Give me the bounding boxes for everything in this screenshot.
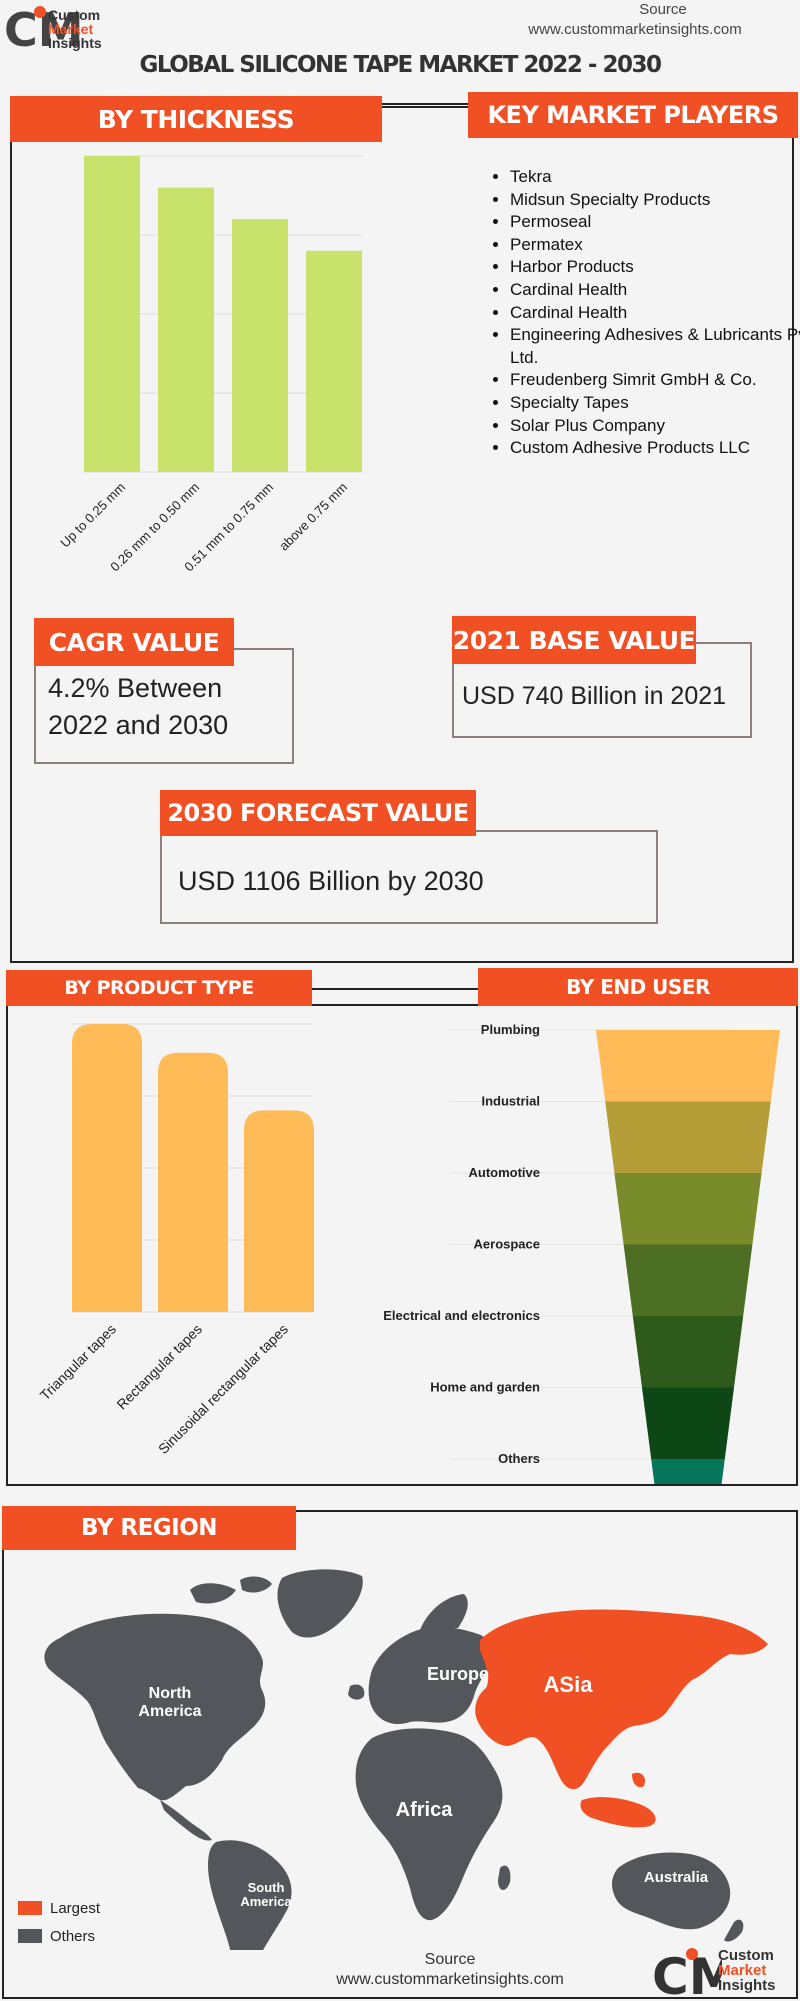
logo-text-line2: Market bbox=[48, 21, 94, 37]
map-australia bbox=[612, 1852, 731, 1930]
list-item: Engineering Adhesives & Lubricants Pvt. … bbox=[510, 324, 800, 369]
funnel-label: Home and garden bbox=[430, 1380, 540, 1395]
x-tick-label: Rectangular tapes bbox=[113, 1321, 205, 1413]
page-title: GLOBAL SILICONE TAPE MARKET 2022 - 2030 bbox=[139, 52, 663, 78]
funnel-segment bbox=[623, 1244, 753, 1316]
list-item: Harbor Products bbox=[510, 256, 800, 279]
footer-logo-mark-icon: CM bbox=[652, 1948, 722, 1998]
funnel-segment bbox=[605, 1101, 771, 1173]
bar bbox=[158, 1052, 228, 1312]
funnel-label: Electrical and electronics bbox=[383, 1308, 540, 1323]
map-north-america bbox=[44, 1613, 266, 1801]
bar bbox=[158, 187, 214, 472]
list-item: Midsun Specialty Products bbox=[510, 189, 800, 212]
bar bbox=[232, 219, 288, 472]
base-value: USD 740 Billion in 2021 bbox=[462, 682, 727, 710]
map-japan bbox=[672, 1660, 692, 1698]
list-item: Cardinal Health bbox=[510, 279, 800, 302]
x-tick-label: above 0.75 mm bbox=[276, 480, 350, 554]
bar bbox=[306, 250, 362, 472]
map-new-zealand bbox=[724, 1919, 744, 1942]
map-africa bbox=[355, 1728, 503, 1921]
funnel-label: Plumbing bbox=[481, 1022, 540, 1037]
legend-label-others: Others bbox=[50, 1927, 96, 1945]
list-item: Permoseal bbox=[510, 211, 800, 234]
funnel-segment bbox=[596, 1030, 780, 1102]
list-item: Cardinal Health bbox=[510, 302, 800, 325]
map-label-europe: Europe bbox=[427, 1664, 489, 1684]
map-label-asia: ASia bbox=[544, 1672, 594, 1697]
footer-logo-line2: Market bbox=[718, 1962, 767, 1979]
footer-logo: CM Custom Market Insights bbox=[652, 1944, 800, 1998]
map-label-australia: Australia bbox=[644, 1869, 709, 1886]
region-heading: BY REGION bbox=[2, 1506, 296, 1550]
cagr-value: 4.2% Between 2022 and 2030 bbox=[48, 673, 229, 740]
legend-label-largest: Largest bbox=[50, 1899, 101, 1917]
cagr-heading: CAGR VALUE bbox=[34, 618, 234, 666]
end-user-heading: BY END USER bbox=[478, 968, 798, 1006]
list-item: Permatex bbox=[510, 234, 800, 257]
map-south-america bbox=[208, 1840, 292, 1950]
footer-logo-line1: Custom bbox=[718, 1947, 774, 1964]
forecast-heading: 2030 FORECAST VALUE bbox=[160, 790, 476, 836]
list-item: Freudenberg Simrit GmbH & Co. bbox=[510, 369, 800, 392]
footer-source-label: Source bbox=[424, 1951, 476, 1968]
thickness-heading: BY THICKNESS bbox=[10, 96, 382, 142]
footer-logo-line3: Insights bbox=[718, 1977, 776, 1994]
map-central-america bbox=[160, 1800, 212, 1841]
x-tick-label: Triangular tapes bbox=[37, 1321, 119, 1403]
forecast-value: USD 1106 Billion by 2030 bbox=[178, 866, 484, 896]
bar bbox=[72, 1024, 142, 1312]
map-asia bbox=[475, 1609, 768, 1790]
map-label-north-america-2: America bbox=[138, 1703, 201, 1720]
logo-text-line1: Custom bbox=[48, 7, 101, 23]
world-map: North America South America Europe ASia … bbox=[44, 1569, 768, 1950]
source-url: www.custommarketinsights.com bbox=[528, 21, 742, 38]
logo-mark-icon: CM bbox=[4, 3, 84, 57]
map-madagascar bbox=[498, 1865, 511, 1891]
legend-swatch-largest bbox=[18, 1901, 42, 1915]
section-thickness-players bbox=[10, 103, 794, 963]
bar bbox=[244, 1110, 314, 1312]
map-label-south-america-1: South bbox=[248, 1880, 285, 1895]
thickness-chart: Up to 0.25 mm0.26 mm to 0.50 mm0.51 mm t… bbox=[57, 155, 362, 574]
funnel-segment bbox=[614, 1173, 762, 1245]
map-label-south-america-2: America bbox=[240, 1894, 292, 1909]
map-se-asia-islands bbox=[580, 1772, 656, 1828]
list-item: Solar Plus Company bbox=[510, 415, 800, 438]
footer-source-url: www.custommarketinsights.com bbox=[336, 1971, 564, 1988]
end-user-funnel: Plumbing Industrial Automotive Aerospace Ele… bbox=[383, 1022, 780, 1484]
key-players-heading: KEY MARKET PLAYERS bbox=[468, 92, 798, 138]
map-label-africa: Africa bbox=[396, 1799, 454, 1821]
bar bbox=[84, 156, 140, 472]
funnel-label: Aerospace bbox=[474, 1237, 540, 1252]
funnel-label: Others bbox=[498, 1451, 540, 1466]
source-label: Source bbox=[639, 1, 687, 18]
funnel-segment bbox=[632, 1316, 744, 1388]
list-item: Specialty Tapes bbox=[510, 392, 800, 415]
map-europe bbox=[348, 1627, 492, 1724]
funnel-segment bbox=[642, 1387, 734, 1459]
header-logo: CM bbox=[4, 2, 124, 57]
list-item: Tekra bbox=[510, 166, 800, 189]
list-item: Custom Adhesive Products LLC bbox=[510, 437, 800, 460]
map-label-north-america-1: North bbox=[149, 1685, 192, 1702]
logo-text-line3: Insights bbox=[48, 35, 102, 51]
funnel-segment bbox=[651, 1459, 725, 1484]
funnel-label: Automotive bbox=[469, 1165, 541, 1180]
map-scandinavia bbox=[420, 1594, 468, 1630]
map-legend: Largest Others bbox=[18, 1894, 100, 1950]
base-value-heading: 2021 BASE VALUE bbox=[452, 616, 696, 664]
section-region bbox=[2, 1510, 798, 1999]
key-players-list: Tekra Midsun Specialty Products Permosea… bbox=[470, 166, 800, 460]
section-product-enduser bbox=[6, 1004, 798, 1486]
product-type-heading: BY PRODUCT TYPE bbox=[6, 970, 312, 1006]
funnel-label: Industrial bbox=[481, 1094, 540, 1109]
legend-swatch-others bbox=[18, 1929, 42, 1943]
map-arctic-islands bbox=[190, 1576, 272, 1604]
x-tick-label: Up to 0.25 mm bbox=[57, 480, 128, 551]
map-greenland bbox=[277, 1569, 363, 1638]
